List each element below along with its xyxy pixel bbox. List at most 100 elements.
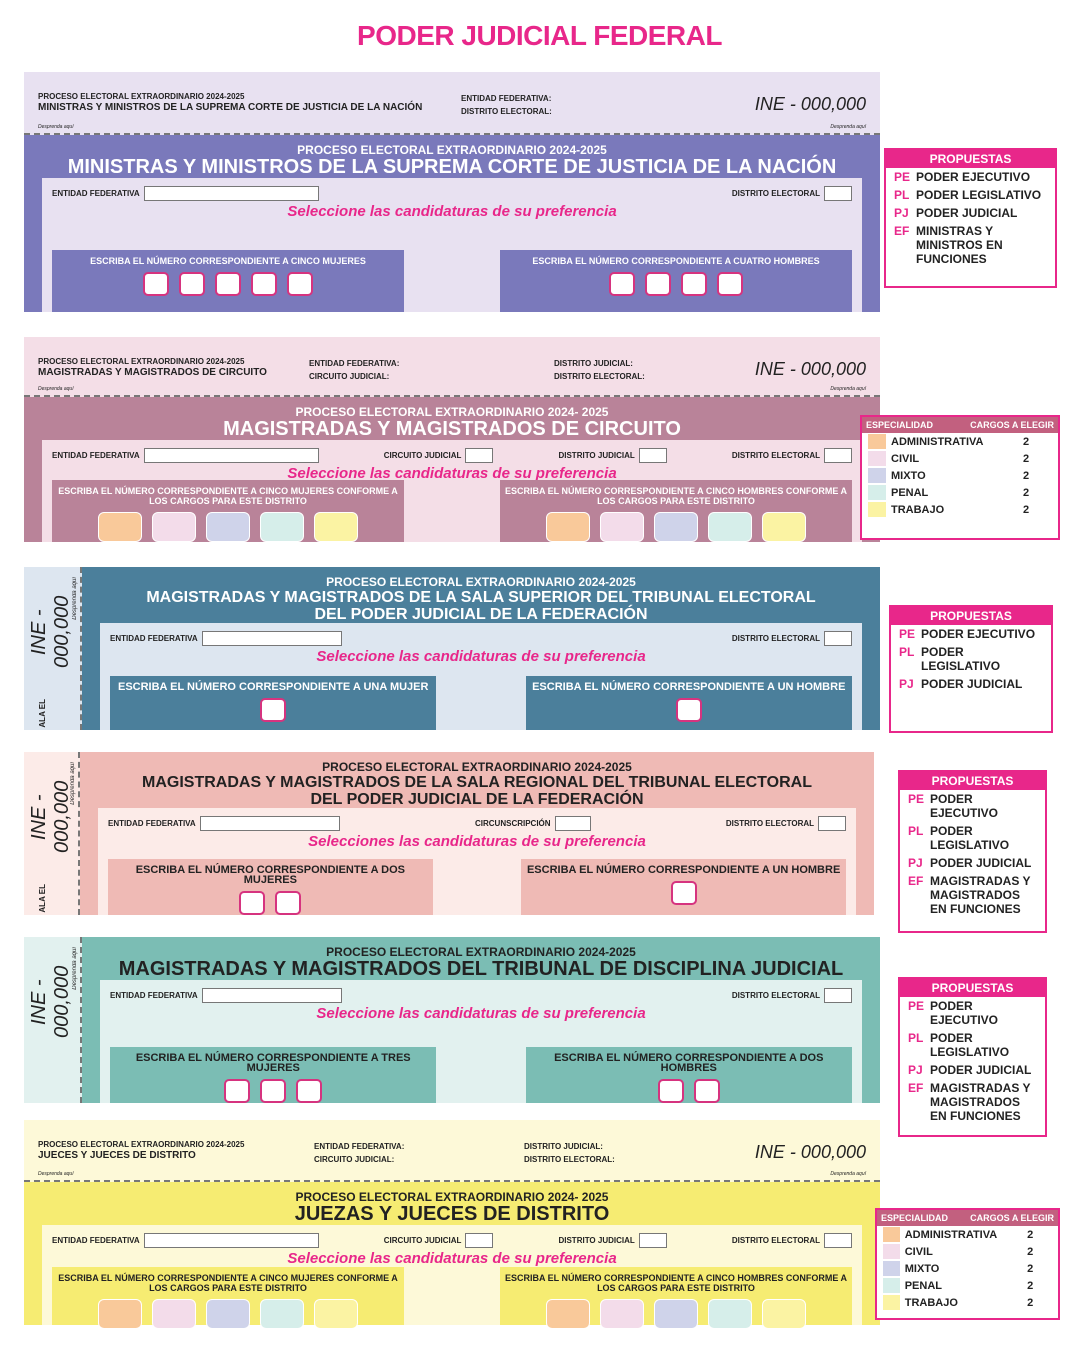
women-group: ESCRIBA EL NÚMERO CORRESPONDIENTE A TRES…: [110, 1047, 437, 1103]
ballot-stub: PROCESO ELECTORAL EXTRAORDINARIO 2024-20…: [24, 1120, 880, 1182]
field-input[interactable]: [824, 988, 852, 1003]
specialty-label: PENAL: [891, 486, 929, 499]
candidate-number-box[interactable]: [762, 1299, 806, 1329]
field-input[interactable]: [818, 816, 847, 831]
field-input[interactable]: [143, 186, 319, 201]
candidate-number-box[interactable]: [152, 1299, 196, 1329]
propuesta-item: PE PODER EJECUTIVO: [900, 790, 1045, 822]
candidate-number-box[interactable]: [179, 272, 205, 296]
candidate-number-box[interactable]: [287, 272, 313, 296]
tear-here-label: Desprenda aquí: [38, 1171, 74, 1177]
propuesta-code: PL: [899, 645, 915, 659]
propuesta-item: PJ PODER JUDICIAL: [900, 1061, 1045, 1079]
candidate-number-box[interactable]: [275, 891, 302, 915]
candidate-boxes: [525, 881, 842, 905]
ballot-suprema-corte: PROCESO ELECTORAL EXTRAORDINARIO 2024-20…: [24, 72, 880, 312]
propuesta-label: PODER JUDICIAL: [930, 1063, 1032, 1077]
candidate-number-box[interactable]: [675, 698, 702, 722]
candidate-number-box[interactable]: [546, 512, 590, 542]
field-input[interactable]: [554, 816, 591, 831]
propuesta-item: EF MAGISTRADAS Y MAGISTRADOS EN FUNCIONES: [900, 1079, 1045, 1125]
candidate-number-box[interactable]: [609, 272, 635, 296]
propuesta-code: PL: [908, 1031, 924, 1045]
candidate-number-box[interactable]: [762, 512, 806, 542]
ballot-header: PROCESO ELECTORAL EXTRAORDINARIO 2024- 2…: [24, 397, 880, 440]
field-label: DISTRITO JUDICIAL: [558, 451, 635, 460]
propuestas-title: PROPUESTAS: [891, 607, 1051, 625]
candidate-number-box[interactable]: [681, 272, 707, 296]
propuesta-item: PE PODER EJECUTIVO: [886, 168, 1055, 186]
candidate-number-box[interactable]: [239, 891, 266, 915]
field: CIRCUITO JUDICIAL: [384, 1233, 494, 1248]
candidate-boxes: [504, 272, 848, 296]
field: CIRCUNSCRIPCIÓN: [475, 816, 591, 831]
candidate-number-box[interactable]: [98, 1299, 142, 1329]
candidate-number-box[interactable]: [654, 1299, 698, 1329]
candidate-number-box[interactable]: [260, 698, 287, 722]
candidate-number-box[interactable]: [708, 1299, 752, 1329]
candidate-boxes: [504, 512, 848, 542]
propuesta-item: PJ PODER JUDICIAL: [891, 675, 1051, 693]
tear-here-label: Desprenda aquí: [70, 762, 76, 805]
candidate-number-box[interactable]: [654, 512, 698, 542]
candidate-number-box[interactable]: [314, 512, 358, 542]
ballot-title-line2: DEL PODER JUDICIAL DE LA FEDERACIÓN: [310, 791, 644, 808]
ballot-panel: ENTIDAD FEDERATIVA CIRCUITO JUDICIAL DISTR…: [42, 440, 862, 542]
propuesta-label: PODER LEGISLATIVO: [930, 1031, 1010, 1059]
candidate-number-box[interactable]: [645, 272, 671, 296]
candidate-number-box[interactable]: [693, 1079, 720, 1103]
stub-fields-column: ENTIDAD FEDERATIVA: CIRCUITO JUDICIAL:: [309, 357, 399, 383]
instruction-text: Seleccione las candidaturas de su prefer…: [287, 1250, 617, 1267]
field-input[interactable]: [465, 448, 494, 463]
candidate-number-box[interactable]: [600, 512, 644, 542]
candidate-number-box[interactable]: [717, 272, 743, 296]
candidate-number-box[interactable]: [657, 1079, 684, 1103]
field-input[interactable]: [638, 1233, 667, 1248]
candidate-groups: ESCRIBA EL NÚMERO CORRESPONDIENTE A DOS …: [108, 859, 846, 915]
process-label: PROCESO ELECTORAL EXTRAORDINARIO 2024-20…: [322, 760, 632, 774]
candidate-number-box[interactable]: [260, 1299, 304, 1329]
candidate-number-box[interactable]: [546, 1299, 590, 1329]
candidate-boxes: [56, 1299, 400, 1329]
candidate-number-box[interactable]: [260, 1079, 287, 1103]
specialty-table: ESPECIALIDAD CARGOS A ELEGIR ADMINISTRATIV…: [875, 1208, 1060, 1320]
candidate-number-box[interactable]: [708, 512, 752, 542]
candidate-number-box[interactable]: [314, 1299, 358, 1329]
field-input[interactable]: [199, 816, 340, 831]
field-input[interactable]: [143, 1233, 319, 1248]
candidate-number-box[interactable]: [224, 1079, 251, 1103]
candidate-number-box[interactable]: [152, 512, 196, 542]
field-input[interactable]: [638, 448, 667, 463]
candidate-number-box[interactable]: [143, 272, 169, 296]
candidate-number-box[interactable]: [670, 881, 697, 905]
field-input[interactable]: [824, 1233, 852, 1248]
header-cargos: CARGOS A ELEGIR: [970, 420, 1054, 430]
field-input[interactable]: [201, 631, 342, 646]
candidate-number-box[interactable]: [215, 272, 241, 296]
field-input[interactable]: [824, 631, 852, 646]
specialty-color-swatch: [883, 1261, 900, 1276]
propuesta-item: PL PODER LEGISLATIVO: [891, 643, 1051, 675]
candidate-number-box[interactable]: [296, 1079, 323, 1103]
field-label: CIRCUITO JUDICIAL: [383, 451, 462, 460]
candidate-number-box[interactable]: [206, 512, 250, 542]
table-row: CIVIL 2: [877, 1243, 1058, 1260]
table-row: MIXTO 2: [862, 467, 1058, 484]
header-cargos: CARGOS A ELEGIR: [970, 1213, 1054, 1223]
candidate-number-box[interactable]: [206, 1299, 250, 1329]
field-input[interactable]: [143, 448, 319, 463]
field-input[interactable]: [201, 988, 342, 1003]
field-input[interactable]: [824, 448, 852, 463]
fields-row: ENTIDAD FEDERATIVA CIRCUITO JUDICIAL DISTR…: [42, 440, 862, 463]
field-input[interactable]: [465, 1233, 494, 1248]
ballot-header: PROCESO ELECTORAL EXTRAORDINARIO 2024-20…: [24, 135, 880, 178]
stub-fields-column: DISTRITO JUDICIAL: DISTRITO ELECTORAL:: [524, 1140, 615, 1166]
ballot-header: PROCESO ELECTORAL EXTRAORDINARIO 2024-20…: [82, 937, 880, 980]
group-instruction: ESCRIBA EL NÚMERO CORRESPONDIENTE A CINC…: [58, 486, 398, 506]
propuesta-label: PODER JUDICIAL: [930, 856, 1032, 870]
candidate-number-box[interactable]: [260, 512, 304, 542]
candidate-number-box[interactable]: [98, 512, 142, 542]
field-input[interactable]: [824, 186, 852, 201]
candidate-number-box[interactable]: [600, 1299, 644, 1329]
candidate-number-box[interactable]: [251, 272, 277, 296]
